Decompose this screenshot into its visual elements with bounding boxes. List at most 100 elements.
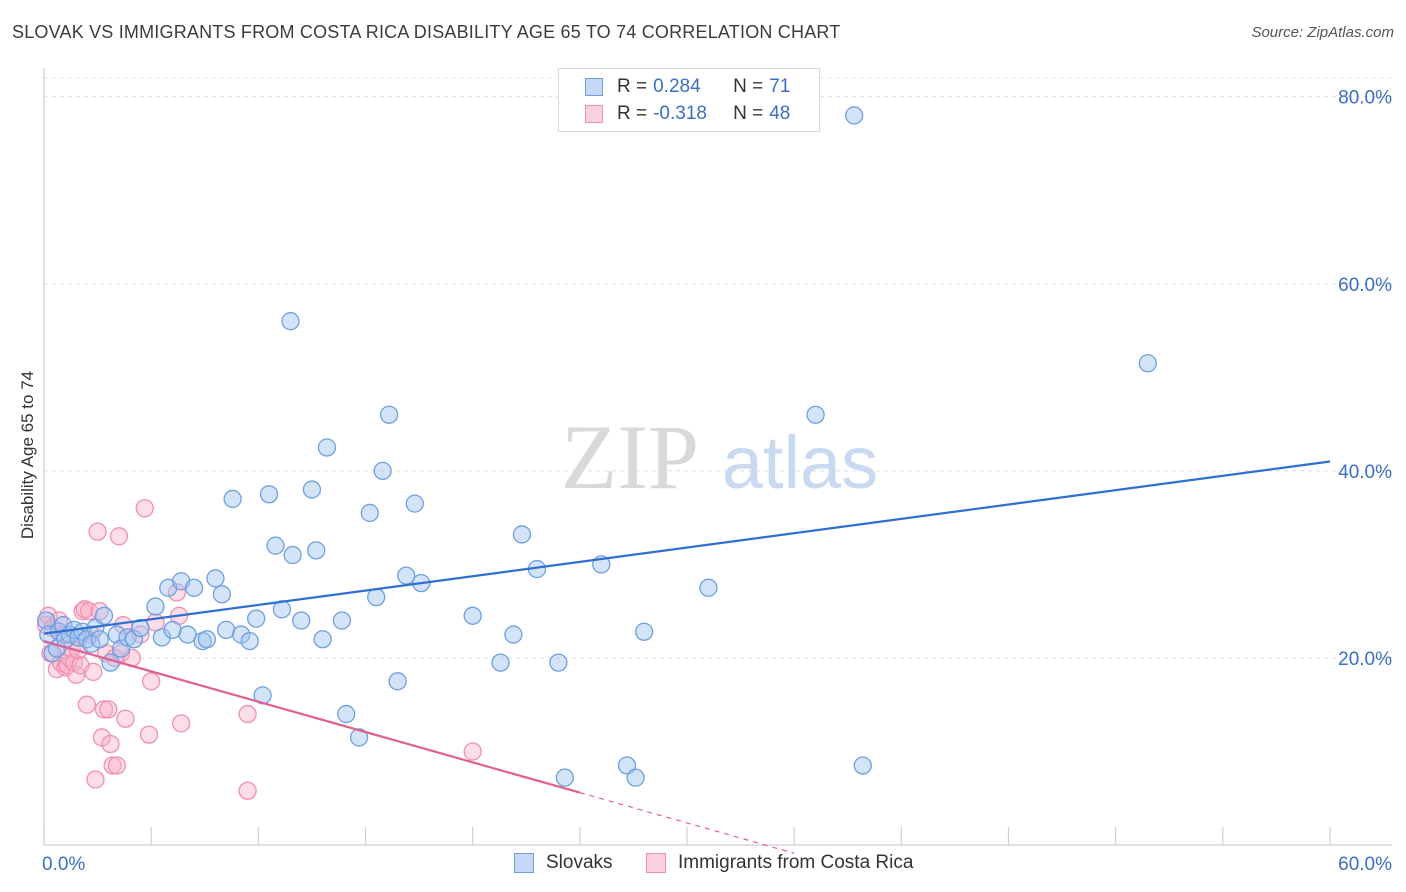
point-costa-rica	[116, 709, 135, 728]
legend-n-label: N =	[733, 103, 764, 124]
axes	[43, 68, 1392, 846]
point-costa-rica	[238, 704, 257, 724]
point-slovaks	[281, 312, 300, 331]
legend-row-costa-rica: R = -0.318 N = 48	[585, 100, 790, 128]
point-slovaks	[332, 611, 352, 630]
bottom-legend-slovaks[interactable]: Slovaks	[514, 852, 613, 874]
point-slovaks	[118, 628, 137, 647]
legend-swatch-pink	[585, 105, 603, 123]
point-slovaks	[292, 611, 311, 630]
point-costa-rica	[142, 672, 161, 691]
y-axis-label: Disability Age 65 to 74	[18, 370, 37, 540]
point-slovaks	[178, 625, 197, 644]
watermark: ZIP atlas	[561, 406, 878, 508]
x-tick-labels: 0.0% 60.0%	[42, 854, 1392, 875]
legend-r-value: 0.284	[653, 76, 701, 97]
point-slovaks	[266, 536, 285, 555]
point-costa-rica	[77, 695, 97, 714]
series-costa-rica-points	[36, 499, 482, 800]
legend-n-value: 71	[769, 76, 791, 97]
point-slovaks	[184, 578, 204, 597]
point-slovaks	[94, 606, 114, 625]
bottom-legend-costa-rica[interactable]: Immigrants from Costa Rica	[646, 852, 913, 874]
point-costa-rica	[86, 770, 105, 789]
watermark-atlas: atlas	[722, 421, 878, 504]
point-slovaks	[634, 622, 654, 641]
point-slovaks	[504, 625, 523, 644]
point-slovaks	[107, 625, 127, 644]
point-slovaks	[349, 728, 369, 747]
point-slovaks	[212, 585, 232, 604]
point-slovaks	[206, 569, 225, 588]
point-slovaks	[360, 503, 379, 523]
point-slovaks	[259, 485, 279, 504]
bottom-legend: Slovaks Immigrants from Costa Rica	[0, 852, 1406, 878]
point-slovaks	[463, 606, 482, 625]
point-costa-rica	[172, 714, 191, 733]
point-slovaks	[283, 545, 302, 565]
point-slovaks	[397, 566, 416, 585]
point-costa-rica	[167, 583, 187, 602]
legend-r-value: -0.318	[653, 103, 707, 124]
point-slovaks	[512, 525, 532, 544]
legend-row-slovaks: R = 0.284 N = 71	[585, 73, 790, 101]
point-slovaks	[240, 631, 259, 651]
chart-title: SLOVAK VS IMMIGRANTS FROM COSTA RICA DIS…	[12, 22, 841, 42]
point-slovaks	[1138, 354, 1157, 373]
point-costa-rica	[103, 756, 122, 775]
point-costa-rica	[238, 781, 257, 800]
point-slovaks	[112, 639, 131, 658]
trend-line-costa-rica-extension	[579, 792, 795, 854]
legend-swatch-blue	[585, 78, 603, 96]
legend-box: R = 0.284 N = 71 R = -0.318 N = 48	[558, 68, 820, 132]
trend-lines	[43, 460, 1331, 854]
point-costa-rica	[88, 522, 107, 541]
source-label: Source: ZipAtlas.com	[1251, 24, 1394, 41]
point-slovaks	[806, 405, 825, 424]
trend-line-costa-rica	[43, 640, 581, 794]
y-tick-label: 20.0%	[1338, 649, 1392, 670]
bottom-legend-swatch-pink	[646, 853, 666, 873]
point-slovaks	[317, 438, 337, 457]
bottom-legend-label-costa-rica: Immigrants from Costa Rica	[678, 852, 914, 873]
legend-r-label: R =	[617, 103, 648, 124]
point-slovaks	[146, 597, 165, 616]
bottom-legend-swatch-blue	[514, 853, 534, 873]
y-tick-label: 80.0%	[1338, 88, 1392, 109]
x-tick-label-left: 0.0%	[42, 854, 85, 875]
point-costa-rica	[99, 700, 118, 719]
point-slovaks	[36, 611, 56, 630]
point-slovaks	[549, 653, 568, 672]
gridlines	[44, 77, 1392, 659]
point-slovaks	[491, 653, 510, 672]
legend-n-value: 48	[769, 103, 791, 124]
point-slovaks	[367, 587, 386, 607]
point-slovaks	[197, 630, 217, 649]
point-costa-rica	[135, 499, 154, 518]
point-slovaks	[302, 480, 322, 499]
point-slovaks	[555, 768, 574, 787]
point-slovaks	[223, 489, 242, 509]
point-slovaks	[699, 578, 718, 597]
legend-n-label: N =	[733, 76, 764, 97]
point-slovaks	[124, 630, 144, 649]
point-slovaks	[853, 756, 872, 775]
point-slovaks	[379, 405, 399, 424]
point-costa-rica	[107, 756, 127, 775]
point-slovaks	[373, 461, 392, 481]
x-tick-label-right: 60.0%	[1338, 854, 1392, 875]
y-tick-labels: 20.0% 40.0% 60.0% 80.0%	[1338, 88, 1392, 670]
legend-r-label: R =	[617, 76, 648, 97]
point-costa-rica	[139, 725, 159, 744]
point-costa-rica	[463, 742, 482, 761]
point-costa-rica	[84, 662, 103, 682]
trend-line-slovaks	[43, 460, 1331, 635]
point-costa-rica	[94, 700, 114, 719]
point-slovaks	[307, 541, 326, 560]
point-costa-rica	[101, 734, 120, 754]
point-slovaks	[247, 609, 266, 628]
point-slovaks	[337, 704, 356, 724]
point-slovaks	[313, 630, 332, 649]
bottom-legend-label-slovaks: Slovaks	[546, 852, 613, 873]
